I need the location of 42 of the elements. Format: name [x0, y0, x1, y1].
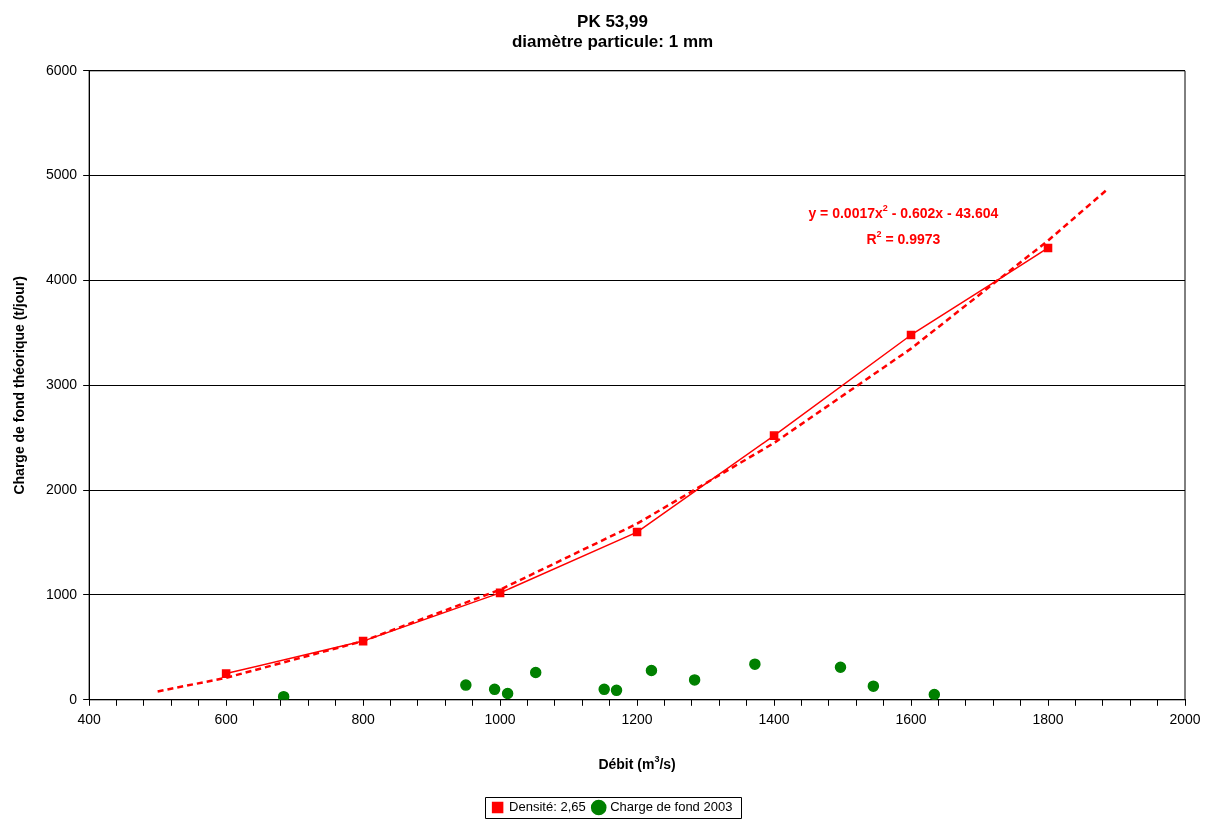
y-tick-label: 3000: [45, 376, 78, 393]
x-tick-label: 1800: [1032, 711, 1064, 728]
point: [277, 690, 290, 700]
x-tick-label: 1600: [895, 711, 927, 728]
point: [688, 674, 701, 686]
point: [928, 688, 941, 700]
point: [610, 684, 623, 697]
point: [906, 330, 916, 340]
line-series: [156, 189, 1108, 693]
y-tick-label: 4000: [45, 271, 78, 288]
y-axis-title: Charge de fond théorique (t/jour): [10, 276, 27, 495]
text: PK 53,99: [577, 11, 648, 31]
point: [460, 679, 472, 691]
x-tick-label: 2000: [1169, 711, 1201, 728]
legend-label: Densité: 2,65: [509, 799, 586, 815]
x-tick-label: 800: [351, 711, 375, 728]
point: [529, 666, 542, 679]
x-tick-label: 1000: [484, 711, 516, 728]
y-tick-label: 6000: [45, 61, 78, 78]
point: [1043, 243, 1053, 253]
point: [221, 669, 231, 678]
point: [501, 687, 514, 700]
legend-label: Charge de fond 2003: [610, 799, 733, 815]
point: [867, 680, 880, 692]
x-tick-label: 1200: [621, 711, 653, 728]
x-tick-label: 400: [77, 711, 102, 728]
y-tick-label: 5000: [45, 166, 78, 183]
point: [632, 527, 642, 537]
x-tick-label: 1400: [758, 711, 790, 728]
text: diamètre particule: 1 mm: [511, 32, 714, 52]
point: [645, 664, 658, 677]
y-tick-label: 1000: [45, 585, 78, 602]
y-tick-label: 0: [69, 690, 78, 707]
point: [598, 683, 610, 696]
point: [358, 636, 368, 646]
x-tick-label: 600: [214, 711, 239, 728]
point: [834, 661, 847, 674]
point: [749, 658, 761, 670]
point: [488, 683, 501, 696]
point: [769, 431, 779, 440]
point: [495, 588, 505, 598]
y-tick-label: 2000: [45, 480, 78, 497]
